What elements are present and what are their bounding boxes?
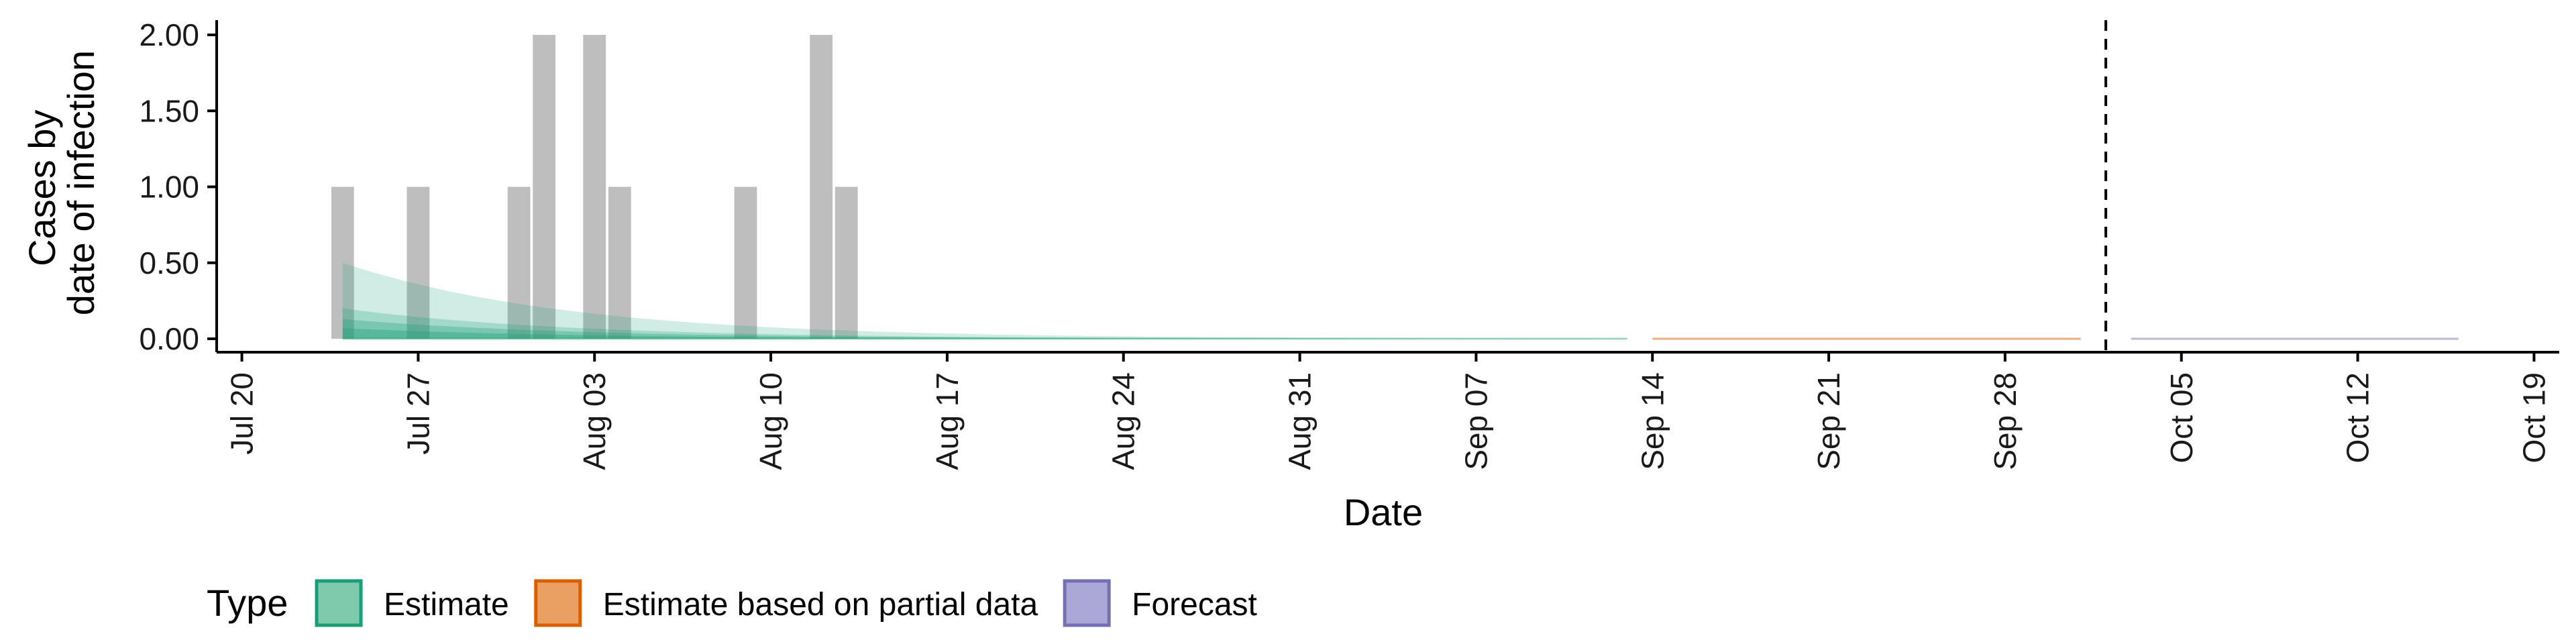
x-tick-label: Aug 17 xyxy=(930,372,965,470)
y-tick-label: 1.00 xyxy=(139,170,199,205)
x-ticks: Jul 20 Jul 27 Aug 03 Aug 10 Aug 17 Aug 24 Aug … xyxy=(225,352,2551,470)
y-tick-label: 1.50 xyxy=(139,93,199,128)
case-bar xyxy=(583,35,606,339)
legend-label: Estimate xyxy=(384,587,509,623)
legend-title: Type xyxy=(207,582,288,624)
case-bar xyxy=(533,35,556,339)
x-tick-label: Sep 28 xyxy=(1988,372,2023,470)
x-tick-label: Oct 05 xyxy=(2164,372,2199,464)
estimate-ribbons xyxy=(342,262,1627,339)
x-tick-label: Aug 31 xyxy=(1283,372,1318,470)
y-ticks: 0.00 0.50 1.00 1.50 2.00 xyxy=(139,17,217,356)
estimate-band-90 xyxy=(342,262,1627,339)
axes xyxy=(215,20,2559,354)
estimate-band-median xyxy=(342,328,1627,339)
x-tick-label: Jul 20 xyxy=(225,372,260,455)
case-bars xyxy=(331,35,858,339)
legend-key xyxy=(534,579,582,627)
y-tick-label: 2.00 xyxy=(139,17,199,52)
case-bar xyxy=(810,35,833,339)
legend-key xyxy=(1063,579,1111,627)
legend-items: Estimate Estimate based on partial data Fo… xyxy=(315,579,1257,627)
case-bar xyxy=(734,186,757,339)
legend-label: Forecast xyxy=(1132,587,1257,623)
case-bar xyxy=(608,186,631,339)
x-tick-label: Aug 10 xyxy=(753,372,788,470)
estimate-band-20 xyxy=(342,319,1627,339)
case-bar xyxy=(331,186,354,339)
estimate-band-50 xyxy=(342,308,1627,339)
y-axis-title-line-1: Cases by xyxy=(21,110,63,266)
x-tick-label: Oct 19 xyxy=(2516,372,2551,464)
x-tick-label: Jul 27 xyxy=(400,372,435,455)
legend: Type Estimate Estimate based on partial d… xyxy=(207,579,1257,627)
y-tick-label: 0.00 xyxy=(139,321,199,356)
case-bar xyxy=(835,186,858,339)
x-tick-label: Sep 07 xyxy=(1458,372,1493,470)
legend-label: Estimate based on partial data xyxy=(603,587,1038,623)
y-axis-title: Cases by date of infection xyxy=(21,50,102,315)
x-tick-label: Aug 03 xyxy=(577,372,612,470)
x-tick-label: Oct 12 xyxy=(2341,372,2375,464)
case-bar xyxy=(507,186,531,339)
case-bar xyxy=(407,186,430,339)
y-tick-label: 0.50 xyxy=(139,246,199,280)
y-axis-title-line-2: date of infection xyxy=(60,50,102,315)
x-tick-label: Sep 14 xyxy=(1635,372,1670,470)
x-tick-label: Sep 21 xyxy=(1811,372,1846,470)
x-axis-title: Date xyxy=(1344,491,1423,533)
x-tick-label: Aug 24 xyxy=(1106,372,1141,470)
legend-key xyxy=(315,579,363,627)
